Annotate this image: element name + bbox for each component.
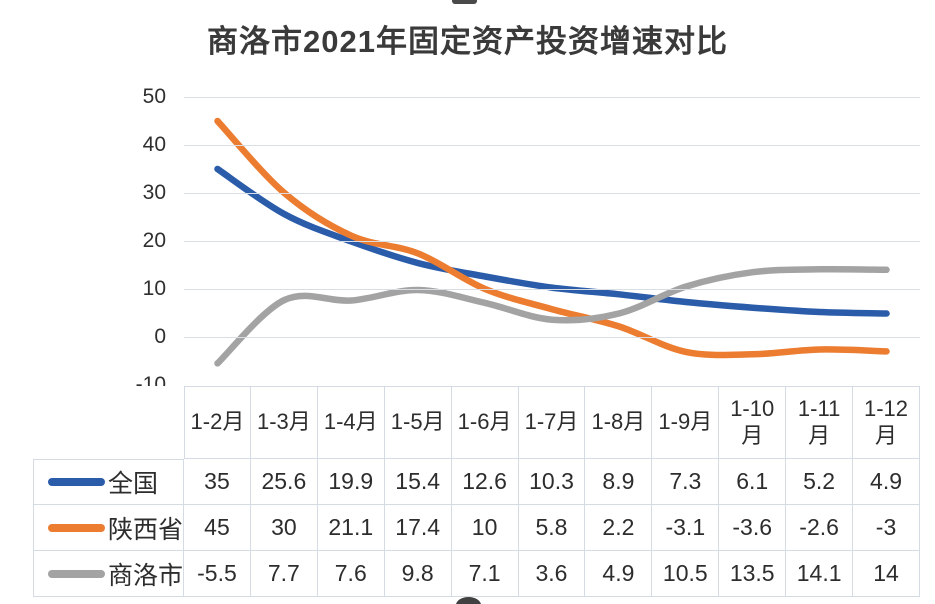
y-tick-label: 50 — [142, 85, 166, 108]
chart-lines — [214, 117, 890, 367]
series-line-shangluo — [214, 265, 890, 367]
series-line-shaanxi — [214, 117, 890, 359]
y-axis: 50 40 30 20 10 0 -10 — [60, 85, 166, 396]
x-axis-label-cell: 1-6月 — [451, 386, 519, 459]
value-cell-shangluo: -5.5 — [184, 551, 251, 597]
value-cell-shaanxi: 10 — [451, 505, 519, 551]
x-axis-label-cell: 1-3月 — [250, 386, 318, 459]
cropped-artifact-bottom — [456, 597, 481, 604]
legend-cell-shangluo: 商洛市 — [33, 551, 184, 597]
series-name-shaanxi: 陕西省 — [108, 515, 184, 544]
data-table: 1-2月 1-3月 1-4月 1-5月 1-6月 1-7月 1-8月 1-9月 1-10 月 1-… — [33, 386, 920, 597]
y-tick-label: 10 — [142, 277, 166, 300]
value-cell-shaanxi: -3.6 — [719, 505, 787, 551]
value-cell-shaanxi: 2.2 — [585, 505, 653, 551]
value-cell-shaanxi: 17.4 — [384, 505, 452, 551]
x-axis-label-cell: 1-4月 — [317, 386, 385, 459]
legend-marker-shangluo — [48, 569, 105, 578]
y-tick-label: 30 — [142, 181, 166, 204]
value-cell-national: 19.9 — [317, 459, 385, 505]
legend-marker-shaanxi — [48, 523, 105, 532]
gridline — [184, 289, 920, 290]
x-axis-label-cell: 1-2月 — [184, 386, 251, 459]
series-name-national: 全国 — [108, 470, 159, 498]
value-cell-shaanxi: -2.6 — [786, 505, 854, 551]
value-cell-shangluo: 14 — [853, 551, 920, 597]
y-tick-label: 40 — [142, 133, 166, 156]
value-cell-shangluo: 7.6 — [317, 551, 385, 597]
table-header-spacer — [33, 386, 184, 459]
x-axis-label-cell: 1-9月 — [652, 386, 720, 459]
gridline — [184, 241, 920, 242]
value-cell-national: 5.2 — [786, 459, 854, 505]
y-tick-label: 20 — [142, 229, 166, 252]
value-cell-national: 35 — [184, 459, 251, 505]
value-cell-shaanxi: -3 — [853, 505, 920, 551]
value-cell-shangluo: 4.9 — [585, 551, 653, 597]
x-axis-label-cell: 1-7月 — [518, 386, 586, 459]
value-cell-shaanxi: 5.8 — [518, 505, 586, 551]
value-cell-national: 10.3 — [518, 459, 586, 505]
value-cell-national: 25.6 — [250, 459, 318, 505]
value-cell-shangluo: 13.5 — [719, 551, 787, 597]
gridline — [184, 97, 920, 98]
x-axis-label-cell: 1-5月 — [384, 386, 452, 459]
value-cell-shangluo: 9.8 — [384, 551, 452, 597]
value-cell-shangluo: 3.6 — [518, 551, 586, 597]
x-axis-label-cell: 1-11 月 — [786, 386, 854, 459]
value-cell-national: 4.9 — [853, 459, 920, 505]
value-cell-shangluo: 14.1 — [786, 551, 854, 597]
value-cell-shangluo: 10.5 — [652, 551, 720, 597]
series-line-national — [214, 165, 890, 317]
value-cell-national: 12.6 — [451, 459, 519, 505]
legend-marker-national — [48, 478, 105, 486]
value-cell-shaanxi: 45 — [184, 505, 251, 551]
gridline — [184, 337, 920, 338]
series-name-shangluo: 商洛市 — [108, 561, 184, 590]
x-axis-label-cell: 1-10 月 — [719, 386, 787, 459]
x-axis-label-cell: 1-8月 — [585, 386, 653, 459]
x-axis-label-cell: 1-12 月 — [853, 386, 920, 459]
value-cell-national: 8.9 — [585, 459, 653, 505]
y-tick-label: 0 — [154, 325, 166, 348]
value-cell-shangluo: 7.1 — [451, 551, 519, 597]
value-cell-national: 15.4 — [384, 459, 452, 505]
cropped-artifact-top — [452, 0, 477, 4]
chart-title: 商洛市2021年固定资产投资增速对比 — [207, 24, 728, 59]
legend-cell-shaanxi: 陕西省 — [33, 505, 184, 551]
value-cell-shaanxi: -3.1 — [652, 505, 720, 551]
value-cell-shaanxi: 30 — [250, 505, 318, 551]
gridline — [184, 145, 920, 146]
gridline — [184, 193, 920, 194]
chart-plot-area — [184, 97, 920, 385]
value-cell-national: 7.3 — [652, 459, 720, 505]
value-cell-shaanxi: 21.1 — [317, 505, 385, 551]
value-cell-shangluo: 7.7 — [250, 551, 318, 597]
legend-cell-national: 全国 — [33, 459, 184, 505]
value-cell-national: 6.1 — [719, 459, 787, 505]
